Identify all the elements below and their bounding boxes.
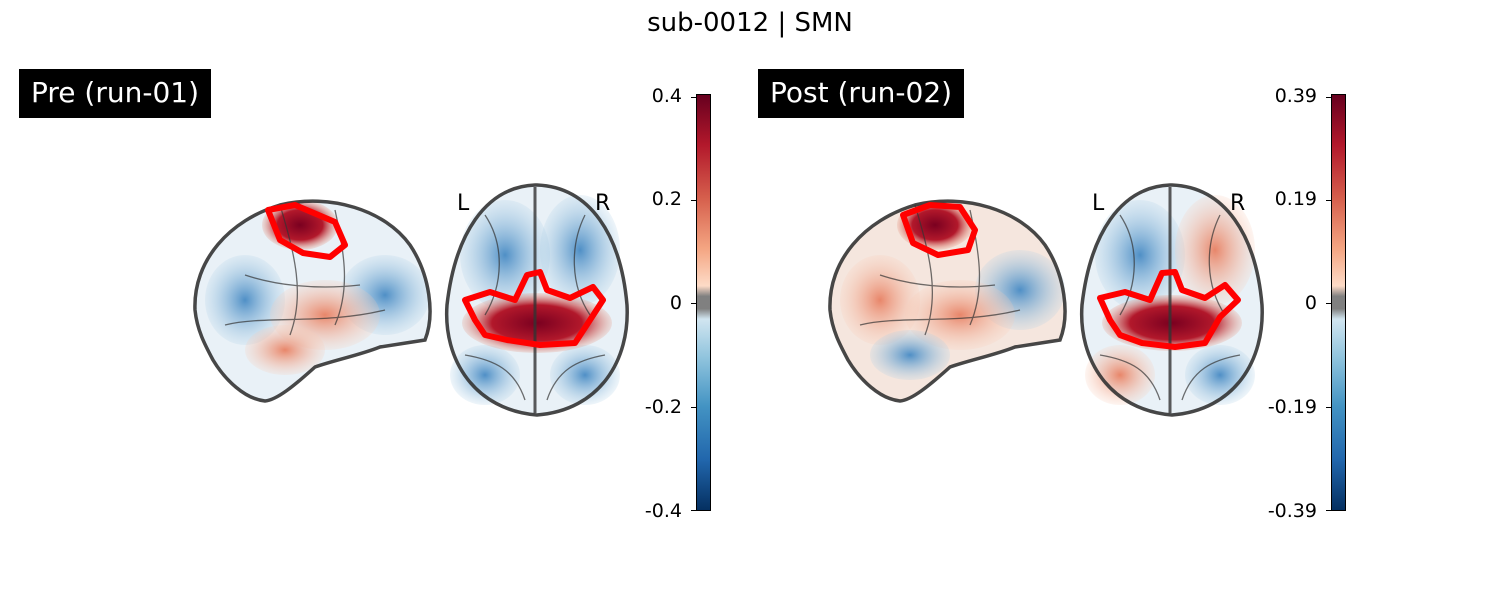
pre-colorbar-tick: 0 — [669, 292, 682, 314]
post-glass-brain: L R — [828, 183, 1264, 417]
pre-axial-view: L R — [444, 183, 629, 417]
pre-panel: Pre (run-01) — [19, 69, 711, 522]
post-colorbar-tick: -0.39 — [1267, 500, 1317, 522]
pre-glass-brain: L R — [193, 183, 629, 417]
pre-colorbar-tick: -0.2 — [644, 396, 682, 418]
post-tickmark — [1326, 303, 1331, 304]
post-panel-label: Post (run-02) — [758, 69, 965, 118]
post-hemisphere-right-label: R — [1230, 191, 1245, 216]
post-panel: Post (run-02) — [635, 0, 1385, 600]
post-tickmark — [1326, 407, 1331, 408]
post-colorbar-tick: 0.19 — [1274, 188, 1317, 210]
pre-tickmark — [691, 200, 696, 201]
post-tickmark — [1326, 200, 1331, 201]
pre-colorbar — [696, 94, 711, 511]
pre-tickmark — [691, 97, 696, 98]
post-colorbar-tick: 0.39 — [1274, 85, 1317, 107]
pre-colorbar-tick: 0.4 — [651, 85, 682, 107]
pre-sagittal-view — [193, 199, 432, 403]
post-colorbar-tick: 0 — [1304, 292, 1317, 314]
pre-tickmark — [691, 303, 696, 304]
pre-tickmark — [691, 510, 696, 511]
post-tickmark — [1326, 510, 1331, 511]
pre-hemisphere-right-label: R — [595, 191, 610, 216]
post-sagittal-view — [828, 199, 1067, 403]
pre-hemisphere-left-label: L — [457, 191, 470, 216]
post-colorbar — [1331, 94, 1346, 511]
post-axial-view: L R — [1079, 183, 1264, 417]
pre-tickmark — [691, 407, 696, 408]
pre-panel-label: Pre (run-01) — [19, 69, 211, 118]
figure-title: sub-0012 | SMN — [647, 8, 853, 38]
pre-colorbar-tick: 0.2 — [651, 188, 682, 210]
post-tickmark — [1326, 97, 1331, 98]
pre-colorbar-tick: -0.4 — [644, 500, 682, 522]
post-colorbar-tick: -0.19 — [1267, 396, 1317, 418]
post-hemisphere-left-label: L — [1092, 191, 1105, 216]
